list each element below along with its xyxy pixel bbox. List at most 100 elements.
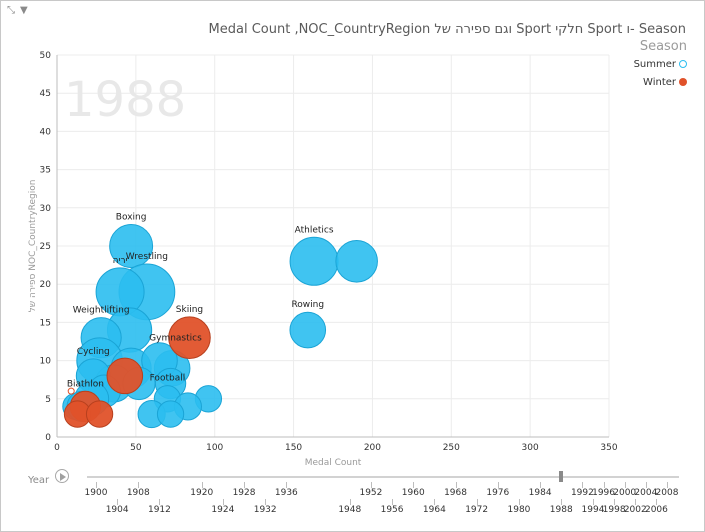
year-tick-label[interactable]: 1948 [338, 505, 362, 515]
x-tick-label: 0 [54, 443, 60, 453]
slider-tick-mark [117, 499, 119, 505]
bubble-data-label: Football [150, 374, 186, 384]
slider-tick-mark [244, 482, 246, 488]
slider-tick-mark [476, 499, 478, 505]
bubble-data-label: Rowing [291, 300, 324, 310]
slider-tick-mark [159, 499, 161, 505]
year-tick-label[interactable]: 1900 [84, 488, 108, 498]
x-tick-label: 100 [206, 443, 223, 453]
year-tick-label[interactable]: 1964 [422, 505, 446, 515]
year-tick-label[interactable]: 1928 [232, 488, 256, 498]
y-tick-label: 5 [45, 395, 51, 405]
year-tick-label[interactable]: 1960 [401, 488, 425, 498]
y-tick-label: 45 [40, 89, 51, 99]
year-watermark: 1988 [64, 72, 186, 128]
x-tick-label: 300 [522, 443, 539, 453]
summer-bubble [289, 236, 339, 286]
year-tick-label[interactable]: 1998 [602, 505, 626, 515]
year-tick-label[interactable]: 2004 [634, 488, 658, 498]
year-tick-label[interactable]: 1994 [581, 505, 605, 515]
legend: Season Summer Winter [627, 39, 687, 90]
slider-tick-mark [603, 482, 605, 488]
bubble-data-label: Boxing [116, 213, 147, 223]
slider-tick-mark [413, 482, 415, 488]
bubble-data-label: Biathlon [67, 379, 104, 389]
year-tick-label[interactable]: 2002 [623, 505, 647, 515]
y-tick-label: 0 [45, 433, 51, 443]
x-tick-label: 200 [364, 443, 381, 453]
year-tick-label[interactable]: 2000 [613, 488, 637, 498]
slider-tick-mark [222, 499, 224, 505]
scatter-plot: 1988 0 50 100 150 200 250 300 350 0 5 10 15 20 25 30 35 4… [28, 51, 618, 468]
year-tick-label[interactable]: 2008 [655, 488, 679, 498]
year-tick-label[interactable]: 1920 [190, 488, 214, 498]
year-tick-label[interactable]: 1984 [528, 488, 552, 498]
bubble-data-label: יריה [113, 256, 128, 266]
x-axis-title: Medal Count [305, 458, 362, 468]
legend-item-winter[interactable]: Winter [627, 74, 687, 90]
year-tick-label[interactable]: 1980 [507, 505, 531, 515]
slider-tick-mark [582, 482, 584, 488]
slider-tick-mark [614, 499, 616, 505]
slider-tick-mark [96, 482, 97, 488]
slider-tick-mark [561, 499, 563, 505]
year-tick-label[interactable]: 1912 [147, 505, 171, 515]
year-tick-label[interactable]: 2006 [644, 505, 668, 515]
summer-bubble [156, 400, 185, 428]
year-tick-label[interactable]: 1908 [126, 488, 150, 498]
year-tick-label[interactable]: 1904 [105, 505, 129, 515]
y-tick-label: 10 [40, 357, 52, 367]
legend-item-summer[interactable]: Summer [627, 56, 687, 72]
y-tick-label: 30 [40, 204, 52, 214]
y-tick-label: 20 [40, 280, 52, 290]
slider-tick-mark [286, 482, 288, 488]
slider-tick-mark [434, 499, 436, 505]
slider-tick-mark [497, 482, 499, 488]
year-tick-label[interactable]: 1972 [465, 505, 489, 515]
slider-tick-mark [370, 482, 372, 488]
slider-tick-mark [624, 482, 626, 488]
filter-icon[interactable]: ▼ [20, 5, 28, 16]
x-tick-label: 250 [443, 443, 460, 453]
slider-tick-mark [667, 482, 668, 488]
year-tick-label[interactable]: 1968 [444, 488, 467, 498]
bubble-data-label: Wrestling [126, 252, 168, 262]
y-axis-title: ספירה של NOC_CountryRegion [28, 180, 38, 313]
legend-title: Season [639, 39, 687, 54]
summer-bubble [335, 239, 378, 283]
slider-tick-mark [265, 499, 267, 505]
y-tick-label: 15 [40, 318, 51, 328]
summer-bubble [109, 224, 154, 268]
slider-tick-mark [455, 482, 457, 488]
slider-tick-mark [645, 482, 647, 488]
year-tick-label[interactable]: 1952 [359, 488, 383, 498]
play-axis: Year 1900 1908 1920 1928 1936 1952 1960 1968 197… [1, 463, 705, 531]
legend-label-summer: Summer [633, 58, 676, 70]
slider-tick-mark [656, 499, 658, 505]
bubble-data-label: Gymnastics [149, 334, 202, 344]
legend-swatch-winter [679, 78, 687, 86]
bubble-data-label: Cycling [77, 347, 110, 357]
year-slider-track[interactable] [87, 476, 679, 478]
year-tick-label[interactable]: 1932 [253, 505, 277, 515]
play-button[interactable] [55, 469, 69, 483]
expand-icon[interactable]: ⤡ [7, 5, 15, 16]
slider-tick-mark [201, 482, 203, 488]
chart-title: Season -ו Sport חלקי Sport וגם ספירה של … [208, 22, 686, 37]
play-axis-label: Year [28, 475, 50, 486]
year-tick-label[interactable]: 1988 [549, 505, 573, 515]
year-tick-label[interactable]: 1976 [486, 488, 510, 498]
slider-tick-mark [540, 482, 542, 488]
legend-swatch-summer [679, 60, 687, 68]
year-tick-label[interactable]: 1956 [380, 505, 404, 515]
year-tick-label[interactable]: 1924 [211, 505, 235, 515]
x-tick-label: 50 [130, 443, 142, 453]
year-slider-thumb[interactable] [559, 471, 564, 482]
slider-tick-mark [349, 499, 351, 505]
year-tick-label[interactable]: 1936 [274, 488, 298, 498]
slider-tick-mark [635, 499, 637, 505]
year-tick-label[interactable]: 1992 [570, 488, 594, 498]
y-tick-label: 25 [40, 242, 51, 252]
year-tick-label[interactable]: 1996 [592, 488, 615, 498]
